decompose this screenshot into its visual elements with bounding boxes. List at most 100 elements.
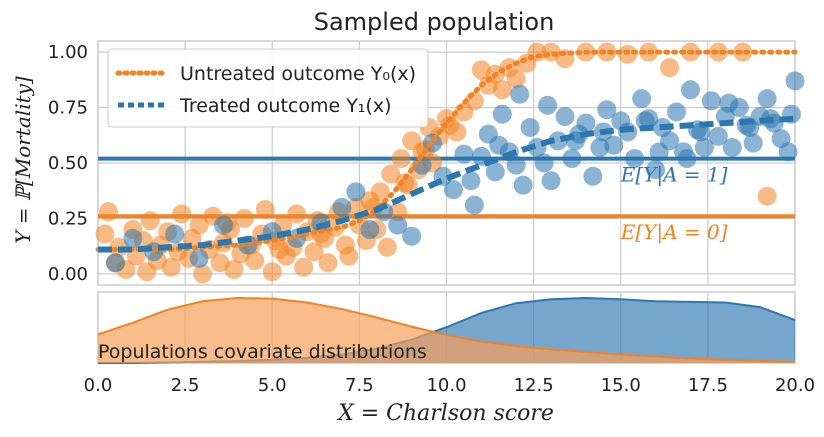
treated-point — [694, 137, 714, 157]
y-tick-label: 0.00 — [48, 264, 88, 285]
untreated-point — [757, 186, 777, 206]
treated-point — [590, 137, 610, 157]
untreated-point — [172, 204, 192, 224]
treated-point — [555, 106, 575, 126]
untreated-point — [733, 42, 753, 62]
x-tick-label: 7.5 — [345, 375, 374, 396]
reference-label: E[Y|A = 1] — [620, 163, 728, 188]
treated-point — [538, 95, 558, 115]
treated-point — [583, 166, 603, 186]
treated-point — [489, 135, 509, 155]
x-tick-label: 20.0 — [775, 375, 815, 396]
untreated-point — [262, 262, 282, 282]
x-axis-label: X = Charlson score — [336, 401, 554, 426]
treated-point — [743, 133, 763, 153]
treated-point — [520, 118, 540, 138]
legend-label-untreated: Untreated outcome Y₀(x) — [180, 63, 416, 85]
treated-point — [649, 142, 669, 162]
treated-point — [485, 162, 505, 182]
untreated-point — [140, 211, 160, 231]
untreated-point — [255, 200, 275, 220]
untreated-point — [189, 215, 209, 235]
x-tick-label: 12.5 — [514, 375, 554, 396]
density-annotation: Populations covariate distributions — [98, 341, 427, 363]
y-tick-label: 1.00 — [48, 42, 88, 63]
treated-point — [625, 149, 645, 169]
treated-point — [165, 224, 185, 244]
untreated-point — [245, 251, 265, 271]
treated-point — [454, 144, 474, 164]
x-tick-label: 10.0 — [426, 375, 466, 396]
reference-labels: E[Y|A = 1] E[Y|A = 0] — [620, 163, 728, 246]
reference-label: E[Y|A = 0] — [620, 220, 728, 245]
main-panel: 0.00 0.25 0.50 0.75 1.00 E[Y|A = 1] E[Y|A = 0… — [48, 40, 805, 286]
untreated-point — [193, 264, 213, 284]
treated-point — [189, 248, 209, 268]
treated-point — [510, 84, 530, 104]
x-tick-label: 0.0 — [84, 375, 113, 396]
untreated-point — [161, 257, 181, 277]
legend: Untreated outcome Y₀(x) Treated outcome … — [107, 48, 429, 128]
legend-box — [107, 48, 429, 128]
treated-point — [701, 91, 721, 111]
untreated-point — [395, 173, 415, 193]
y-axis-label: Y = ℙ[Mortality] — [11, 76, 35, 244]
untreated-point — [370, 182, 390, 202]
treated-point — [757, 89, 777, 109]
y-tick-labels: 0.00 0.25 0.50 0.75 1.00 — [48, 42, 88, 285]
treated-point — [461, 171, 481, 191]
chart-title: Sampled population — [314, 8, 555, 36]
density-panel: Populations covariate distributions — [97, 291, 796, 364]
untreated-point — [234, 208, 254, 228]
untreated-point — [339, 246, 359, 266]
untreated-point — [440, 115, 460, 135]
untreated-point — [381, 164, 401, 184]
untreated-point — [388, 202, 408, 222]
treated-point — [506, 155, 526, 175]
treated-point — [513, 175, 533, 195]
untreated-point — [304, 242, 324, 262]
treated-point — [541, 171, 561, 191]
treated-point — [677, 149, 697, 169]
treated-point — [646, 160, 666, 180]
y-tick-label: 0.25 — [48, 208, 88, 229]
y-tick-label: 0.75 — [48, 98, 88, 119]
treated-point — [632, 89, 652, 109]
untreated-point — [269, 240, 289, 260]
untreated-density-area — [98, 298, 795, 363]
untreated-point — [294, 257, 314, 277]
treated-point — [443, 180, 463, 200]
untreated-point — [287, 204, 307, 224]
untreated-point — [391, 149, 411, 169]
treated-point — [785, 71, 805, 91]
treated-point — [346, 182, 366, 202]
untreated-point — [506, 69, 526, 89]
treated-point — [576, 113, 596, 133]
treated-point — [402, 226, 422, 246]
untreated-point — [492, 80, 512, 100]
treated-point — [213, 215, 233, 235]
treated-point — [360, 220, 380, 240]
treated-point — [412, 155, 432, 175]
treated-density-area — [98, 298, 795, 363]
treated-point — [604, 135, 624, 155]
untreated-point — [377, 237, 397, 257]
treated-point — [388, 215, 408, 235]
treated-point — [534, 153, 554, 173]
untreated-density-line — [97, 296, 796, 363]
treated-point — [722, 137, 742, 157]
x-tick-label: 2.5 — [171, 375, 200, 396]
untreated-point — [597, 42, 617, 62]
treated-point — [464, 195, 484, 215]
x-tick-labels: 0.0 2.5 5.0 7.5 10.0 12.5 15.0 17.5 20.0 — [84, 375, 815, 396]
treated-point — [597, 100, 617, 120]
untreated-point — [95, 224, 115, 244]
untreated-point — [708, 42, 728, 62]
x-tick-label: 15.0 — [601, 375, 641, 396]
treated-point — [680, 80, 700, 100]
treated-point — [123, 228, 143, 248]
x-tick-label: 5.0 — [258, 375, 287, 396]
treated-point — [332, 197, 352, 217]
untreated-point — [660, 58, 680, 78]
